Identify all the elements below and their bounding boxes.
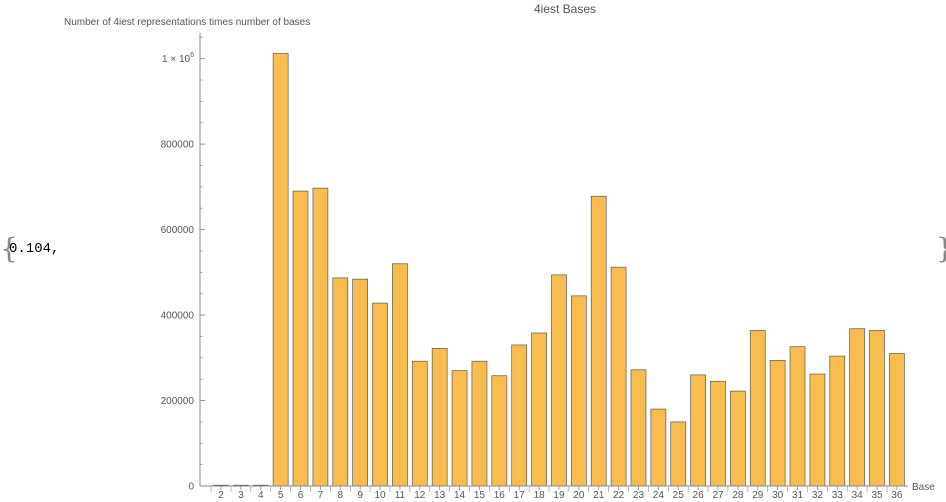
y-tick-label: 0 xyxy=(188,482,194,493)
x-tick-label: 2 xyxy=(218,490,224,501)
bar-base-14 xyxy=(451,370,468,487)
x-tick-label: 4 xyxy=(258,490,264,501)
x-tick-label: 33 xyxy=(832,490,844,501)
y-tick-label: 600000 xyxy=(161,225,195,236)
bar-base-26 xyxy=(690,374,706,487)
bar-base-30 xyxy=(769,360,786,487)
bars-group xyxy=(213,53,905,487)
x-tick-label: 34 xyxy=(852,490,864,501)
bar-base-16 xyxy=(491,375,508,487)
x-tick-label: 20 xyxy=(573,490,585,501)
left-brace: { xyxy=(0,232,18,265)
x-tick-label: 11 xyxy=(395,490,406,501)
x-tick-label: 35 xyxy=(871,490,883,501)
x-tick-label: 12 xyxy=(414,490,426,501)
y-tick-label: 800000 xyxy=(161,140,195,151)
x-tick-label: 14 xyxy=(454,490,466,501)
bar-base-32 xyxy=(809,373,826,487)
bar-base-33 xyxy=(829,355,846,487)
x-tick-label: 27 xyxy=(712,490,724,501)
x-tick-label: 28 xyxy=(732,490,744,501)
x-tick-label: 17 xyxy=(514,490,526,501)
bar-base-31 xyxy=(789,346,806,487)
bar-base-35 xyxy=(869,330,885,487)
x-tick-label: 22 xyxy=(613,490,625,501)
bar-base-25 xyxy=(670,421,687,487)
y-axis-label: Number of 4iest representations times nu… xyxy=(64,17,310,28)
bar-base-27 xyxy=(710,380,726,487)
y-tick-label: 200000 xyxy=(161,396,195,407)
bar-base-11 xyxy=(392,263,408,487)
x-tick-label: 26 xyxy=(693,490,705,501)
x-tick-label: 31 xyxy=(792,490,804,501)
right-brace: } xyxy=(936,235,946,263)
x-tick-label: 5 xyxy=(278,490,284,501)
bar-base-6 xyxy=(292,190,309,487)
bar-base-20 xyxy=(570,295,587,487)
bar-base-36 xyxy=(889,353,905,487)
bar-base-23 xyxy=(630,369,647,487)
x-tick-label: 19 xyxy=(553,490,565,501)
x-tick-label: 10 xyxy=(374,490,386,501)
bar-base-5 xyxy=(272,53,289,487)
x-tick-label: 9 xyxy=(357,490,363,501)
x-tick-label: 30 xyxy=(772,490,784,501)
bar-base-17 xyxy=(511,344,528,487)
x-tick-label: 8 xyxy=(337,490,343,501)
chart-title: 4iest Bases xyxy=(534,2,596,16)
bar-base-22 xyxy=(610,266,627,487)
x-tick-label: 32 xyxy=(812,490,824,501)
bar-base-8 xyxy=(332,277,349,487)
x-tick-label: 16 xyxy=(494,490,506,501)
bar-base-29 xyxy=(749,330,766,487)
bar-base-7 xyxy=(312,187,329,487)
x-tick-label: 25 xyxy=(673,490,685,501)
result-prefix: 0.104, xyxy=(9,241,60,257)
x-tick-label: 18 xyxy=(534,490,546,501)
x-tick-label: 13 xyxy=(434,490,446,501)
bar-base-15 xyxy=(471,360,488,487)
bar-base-28 xyxy=(730,390,746,487)
x-tick-label: 36 xyxy=(891,490,903,501)
x-tick-label: 21 xyxy=(593,490,605,501)
x-tick-label: 15 xyxy=(474,490,486,501)
bar-base-13 xyxy=(431,348,448,487)
bar-base-18 xyxy=(531,332,547,487)
x-tick-label: 7 xyxy=(318,490,324,501)
x-tick-label: 23 xyxy=(633,490,645,501)
x-tick-label: 6 xyxy=(298,490,304,501)
x-tick-label: 24 xyxy=(653,490,665,501)
bar-base-9 xyxy=(352,278,369,487)
bar-base-10 xyxy=(372,302,388,487)
y-tick-label: 400000 xyxy=(161,311,195,322)
bar-base-12 xyxy=(411,360,428,487)
x-tick-label: 3 xyxy=(238,490,244,501)
x-axis-label: Base xyxy=(912,482,935,493)
bar-base-34 xyxy=(849,328,866,487)
y-tick-label-million: 1 × 106 xyxy=(162,52,194,65)
bar-base-24 xyxy=(650,408,667,487)
x-tick-label: 29 xyxy=(752,490,764,501)
bar-base-19 xyxy=(551,274,567,487)
bar-base-21 xyxy=(590,195,607,487)
